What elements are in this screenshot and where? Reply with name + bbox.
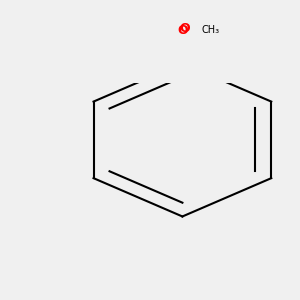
Text: O: O bbox=[180, 22, 190, 35]
Text: O: O bbox=[177, 24, 188, 37]
Text: CH₃: CH₃ bbox=[201, 25, 219, 35]
